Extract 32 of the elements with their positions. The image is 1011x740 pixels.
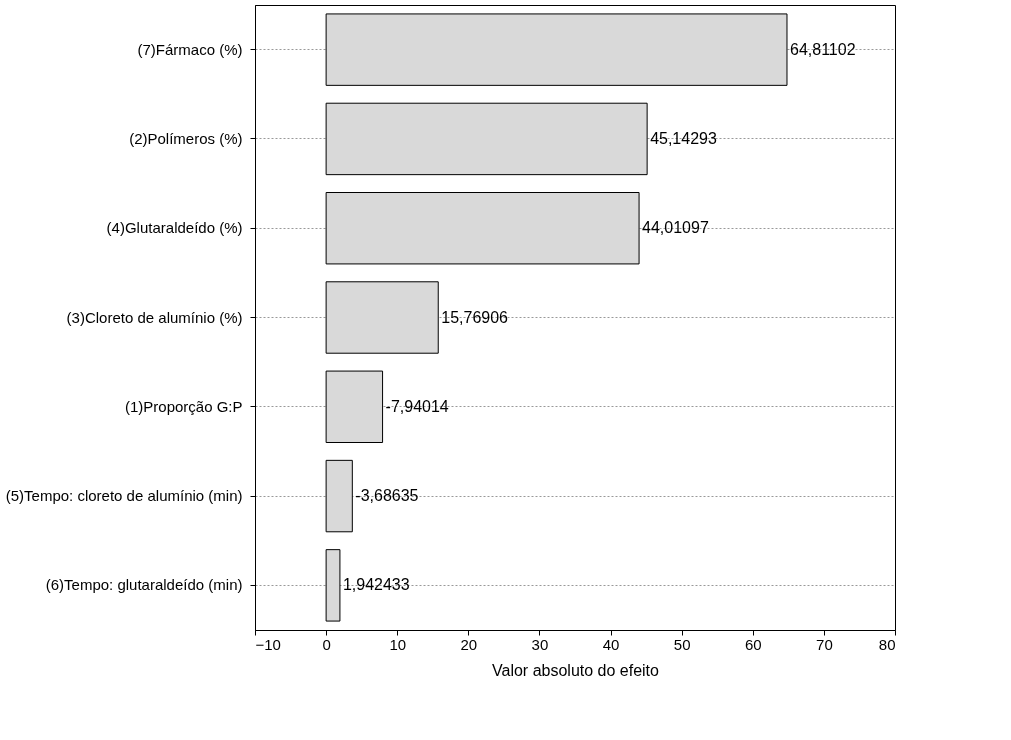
- data-label: 15,76906: [441, 308, 509, 326]
- bar: [325, 549, 341, 622]
- y-tick-label: (6)Tempo: glutaraldeído (min): [45, 576, 243, 594]
- x-tick-label: 60: [744, 635, 762, 653]
- bar: [325, 102, 648, 176]
- bar: [325, 459, 353, 533]
- x-tick-label: 0: [322, 635, 331, 653]
- x-tick-label: 40: [602, 635, 620, 653]
- data-label: 1,942433: [342, 576, 410, 594]
- y-tick-label: (4)Glutaraldeído (%): [106, 219, 243, 237]
- y-tick-label: (5)Tempo: cloreto de alumínio (min): [5, 487, 243, 505]
- x-tick-label: 30: [531, 635, 549, 653]
- bar: [325, 13, 788, 86]
- y-tick-label: (7)Fármaco (%): [137, 40, 243, 58]
- x-tick-label: 50: [673, 635, 691, 653]
- x-tick-label: 20: [460, 635, 478, 653]
- x-tick-label: 10: [389, 635, 407, 653]
- x-tick-label: 80: [878, 635, 896, 653]
- x-axis-title: Valor absoluto do efeito: [492, 661, 660, 679]
- bar: [325, 281, 439, 354]
- data-label: 44,01097: [642, 219, 709, 237]
- y-tick-label: (2)Polímeros (%): [129, 129, 243, 147]
- data-label: 64,81102: [789, 40, 856, 58]
- bar: [325, 370, 384, 443]
- bar: [325, 192, 640, 265]
- x-tick-label: 70: [816, 635, 833, 653]
- data-label: 45,14293: [650, 129, 717, 147]
- data-label: -3,68635: [355, 487, 419, 505]
- y-tick-label: (3)Cloreto de alumínio (%): [66, 308, 243, 326]
- data-label: -7,94014: [385, 397, 449, 415]
- x-tick-label: −10: [255, 635, 281, 653]
- y-tick-label: (1)Proporção G:P: [124, 397, 243, 415]
